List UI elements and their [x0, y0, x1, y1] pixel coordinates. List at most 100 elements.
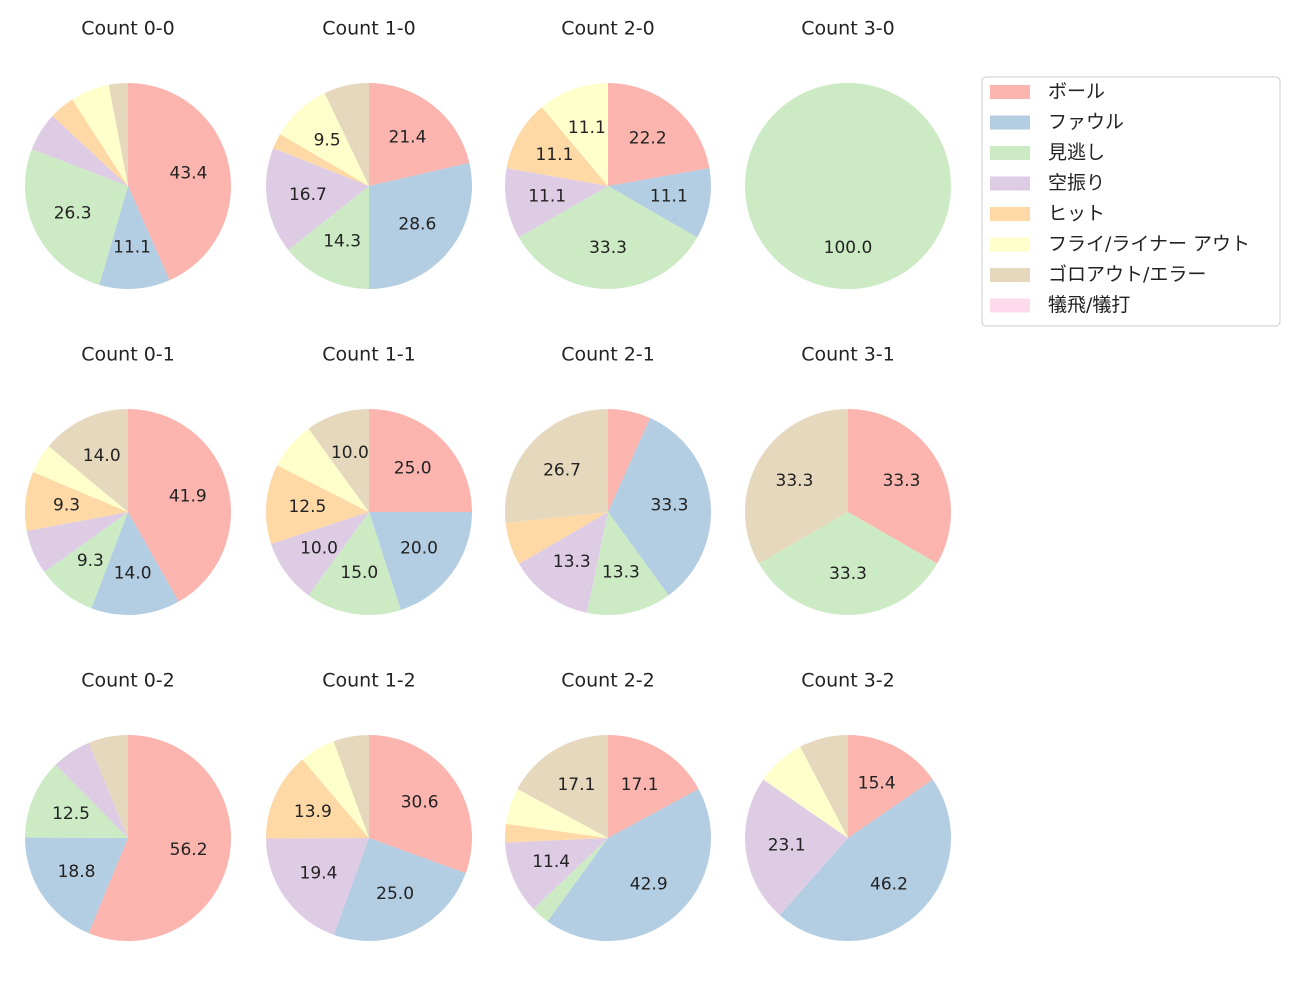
pie-slice — [271, 512, 369, 596]
pie-slice — [505, 788, 608, 838]
pie-slice — [48, 409, 128, 512]
pie-slice — [504, 823, 608, 843]
chart-title: Count 2-1 — [561, 344, 655, 366]
slice-label: 25.0 — [376, 884, 414, 904]
slice-label: 33.3 — [829, 564, 867, 584]
pie-slice — [25, 764, 129, 838]
pie-slice — [608, 168, 711, 238]
slice-label: 11.1 — [536, 145, 574, 165]
legend-label: ファウル — [1048, 111, 1124, 133]
legend-swatch — [990, 176, 1030, 191]
pie-slice — [88, 735, 128, 838]
legend-swatch — [990, 268, 1030, 282]
pie-slice — [265, 465, 369, 544]
pie-slice — [518, 186, 698, 289]
pie-slice — [547, 788, 712, 941]
slice-label: 28.6 — [398, 214, 436, 234]
slice-label: 12.5 — [288, 497, 326, 517]
pie-slice — [586, 512, 669, 615]
pie-slice — [308, 512, 401, 615]
slice-label: 17.1 — [621, 775, 659, 795]
pie-slice — [72, 84, 128, 186]
legend-swatch — [990, 146, 1030, 160]
slice-label: 56.2 — [170, 840, 208, 860]
pie-slice — [800, 735, 848, 838]
pie-slice — [608, 409, 651, 512]
chart-title: Count 1-0 — [322, 18, 416, 40]
pie-slice — [517, 735, 608, 838]
slice-label: 46.2 — [870, 874, 908, 894]
slice-label: 33.3 — [883, 471, 921, 491]
pie-slice — [324, 83, 369, 186]
pie-slice — [99, 186, 170, 289]
slice-label: 9.5 — [314, 131, 341, 151]
pie-slice — [24, 837, 128, 934]
slice-label: 9.3 — [77, 551, 104, 571]
chart-title: Count 0-0 — [81, 18, 175, 40]
slice-label: 100.0 — [824, 238, 873, 258]
slice-label: 33.3 — [776, 471, 814, 491]
pie-slice — [44, 512, 128, 609]
slice-label: 11.1 — [568, 118, 606, 138]
legend-label: 犠飛/犠打 — [1048, 294, 1130, 316]
pie-slice — [31, 115, 129, 186]
pie-slice — [33, 446, 129, 512]
slice-label: 10.0 — [331, 443, 369, 463]
pie-slice — [308, 409, 369, 512]
pie-slice — [265, 759, 369, 839]
legend-label: ゴロアウト/エラー — [1048, 264, 1206, 286]
pie-slice — [745, 82, 951, 290]
slice-label: 18.8 — [58, 862, 96, 882]
pie-slice — [369, 735, 473, 874]
slice-label: 20.0 — [400, 538, 438, 558]
pie-slice — [108, 83, 128, 186]
slice-label: 15.4 — [858, 773, 896, 793]
legend-swatch — [990, 237, 1030, 252]
pie-slice — [52, 99, 128, 186]
slice-label: 33.3 — [589, 238, 627, 258]
chart-title: Count 2-2 — [561, 670, 655, 692]
pie-slice — [369, 512, 472, 610]
slice-label: 14.0 — [114, 564, 152, 584]
pie-slice — [745, 779, 848, 916]
pie-slice — [519, 512, 608, 613]
slice-label: 43.4 — [170, 163, 208, 183]
legend-label: ヒット — [1048, 203, 1105, 225]
pie-slice — [288, 186, 369, 289]
legend-swatch — [990, 298, 1030, 313]
slice-label: 26.3 — [54, 204, 92, 224]
pie-slice — [369, 162, 472, 289]
slice-label: 11.4 — [532, 852, 570, 872]
legend-swatch — [990, 207, 1030, 221]
pie-slice — [608, 417, 711, 596]
chart-title: Count 1-1 — [322, 344, 416, 366]
pie-slice — [128, 409, 232, 602]
pie-slice — [848, 735, 933, 838]
slice-label: 25.0 — [394, 458, 432, 478]
legend-swatch — [990, 115, 1030, 130]
slice-label: 13.9 — [294, 802, 332, 822]
slice-label: 14.3 — [323, 232, 361, 252]
slice-label: 33.3 — [651, 496, 689, 516]
legend-label: 空振り — [1048, 172, 1105, 194]
slice-label: 22.2 — [629, 129, 667, 149]
pie-slice — [504, 168, 608, 238]
pie-slice — [505, 838, 608, 909]
pie-slice — [758, 512, 938, 615]
pie-slice — [302, 741, 369, 838]
slice-label: 13.3 — [553, 552, 591, 572]
pie-slice — [24, 149, 128, 285]
slice-label: 13.3 — [602, 562, 640, 582]
chart-title: Count 0-2 — [81, 670, 175, 692]
slice-label: 16.7 — [289, 185, 327, 205]
pie-slice — [848, 409, 952, 564]
slice-label: 17.1 — [557, 775, 595, 795]
chart-title: Count 3-2 — [801, 670, 895, 692]
slice-label: 15.0 — [340, 563, 378, 583]
pie-slice — [273, 134, 369, 186]
slice-label: 23.1 — [768, 835, 806, 855]
pie-slice — [763, 746, 848, 838]
pie-slice — [55, 742, 129, 838]
